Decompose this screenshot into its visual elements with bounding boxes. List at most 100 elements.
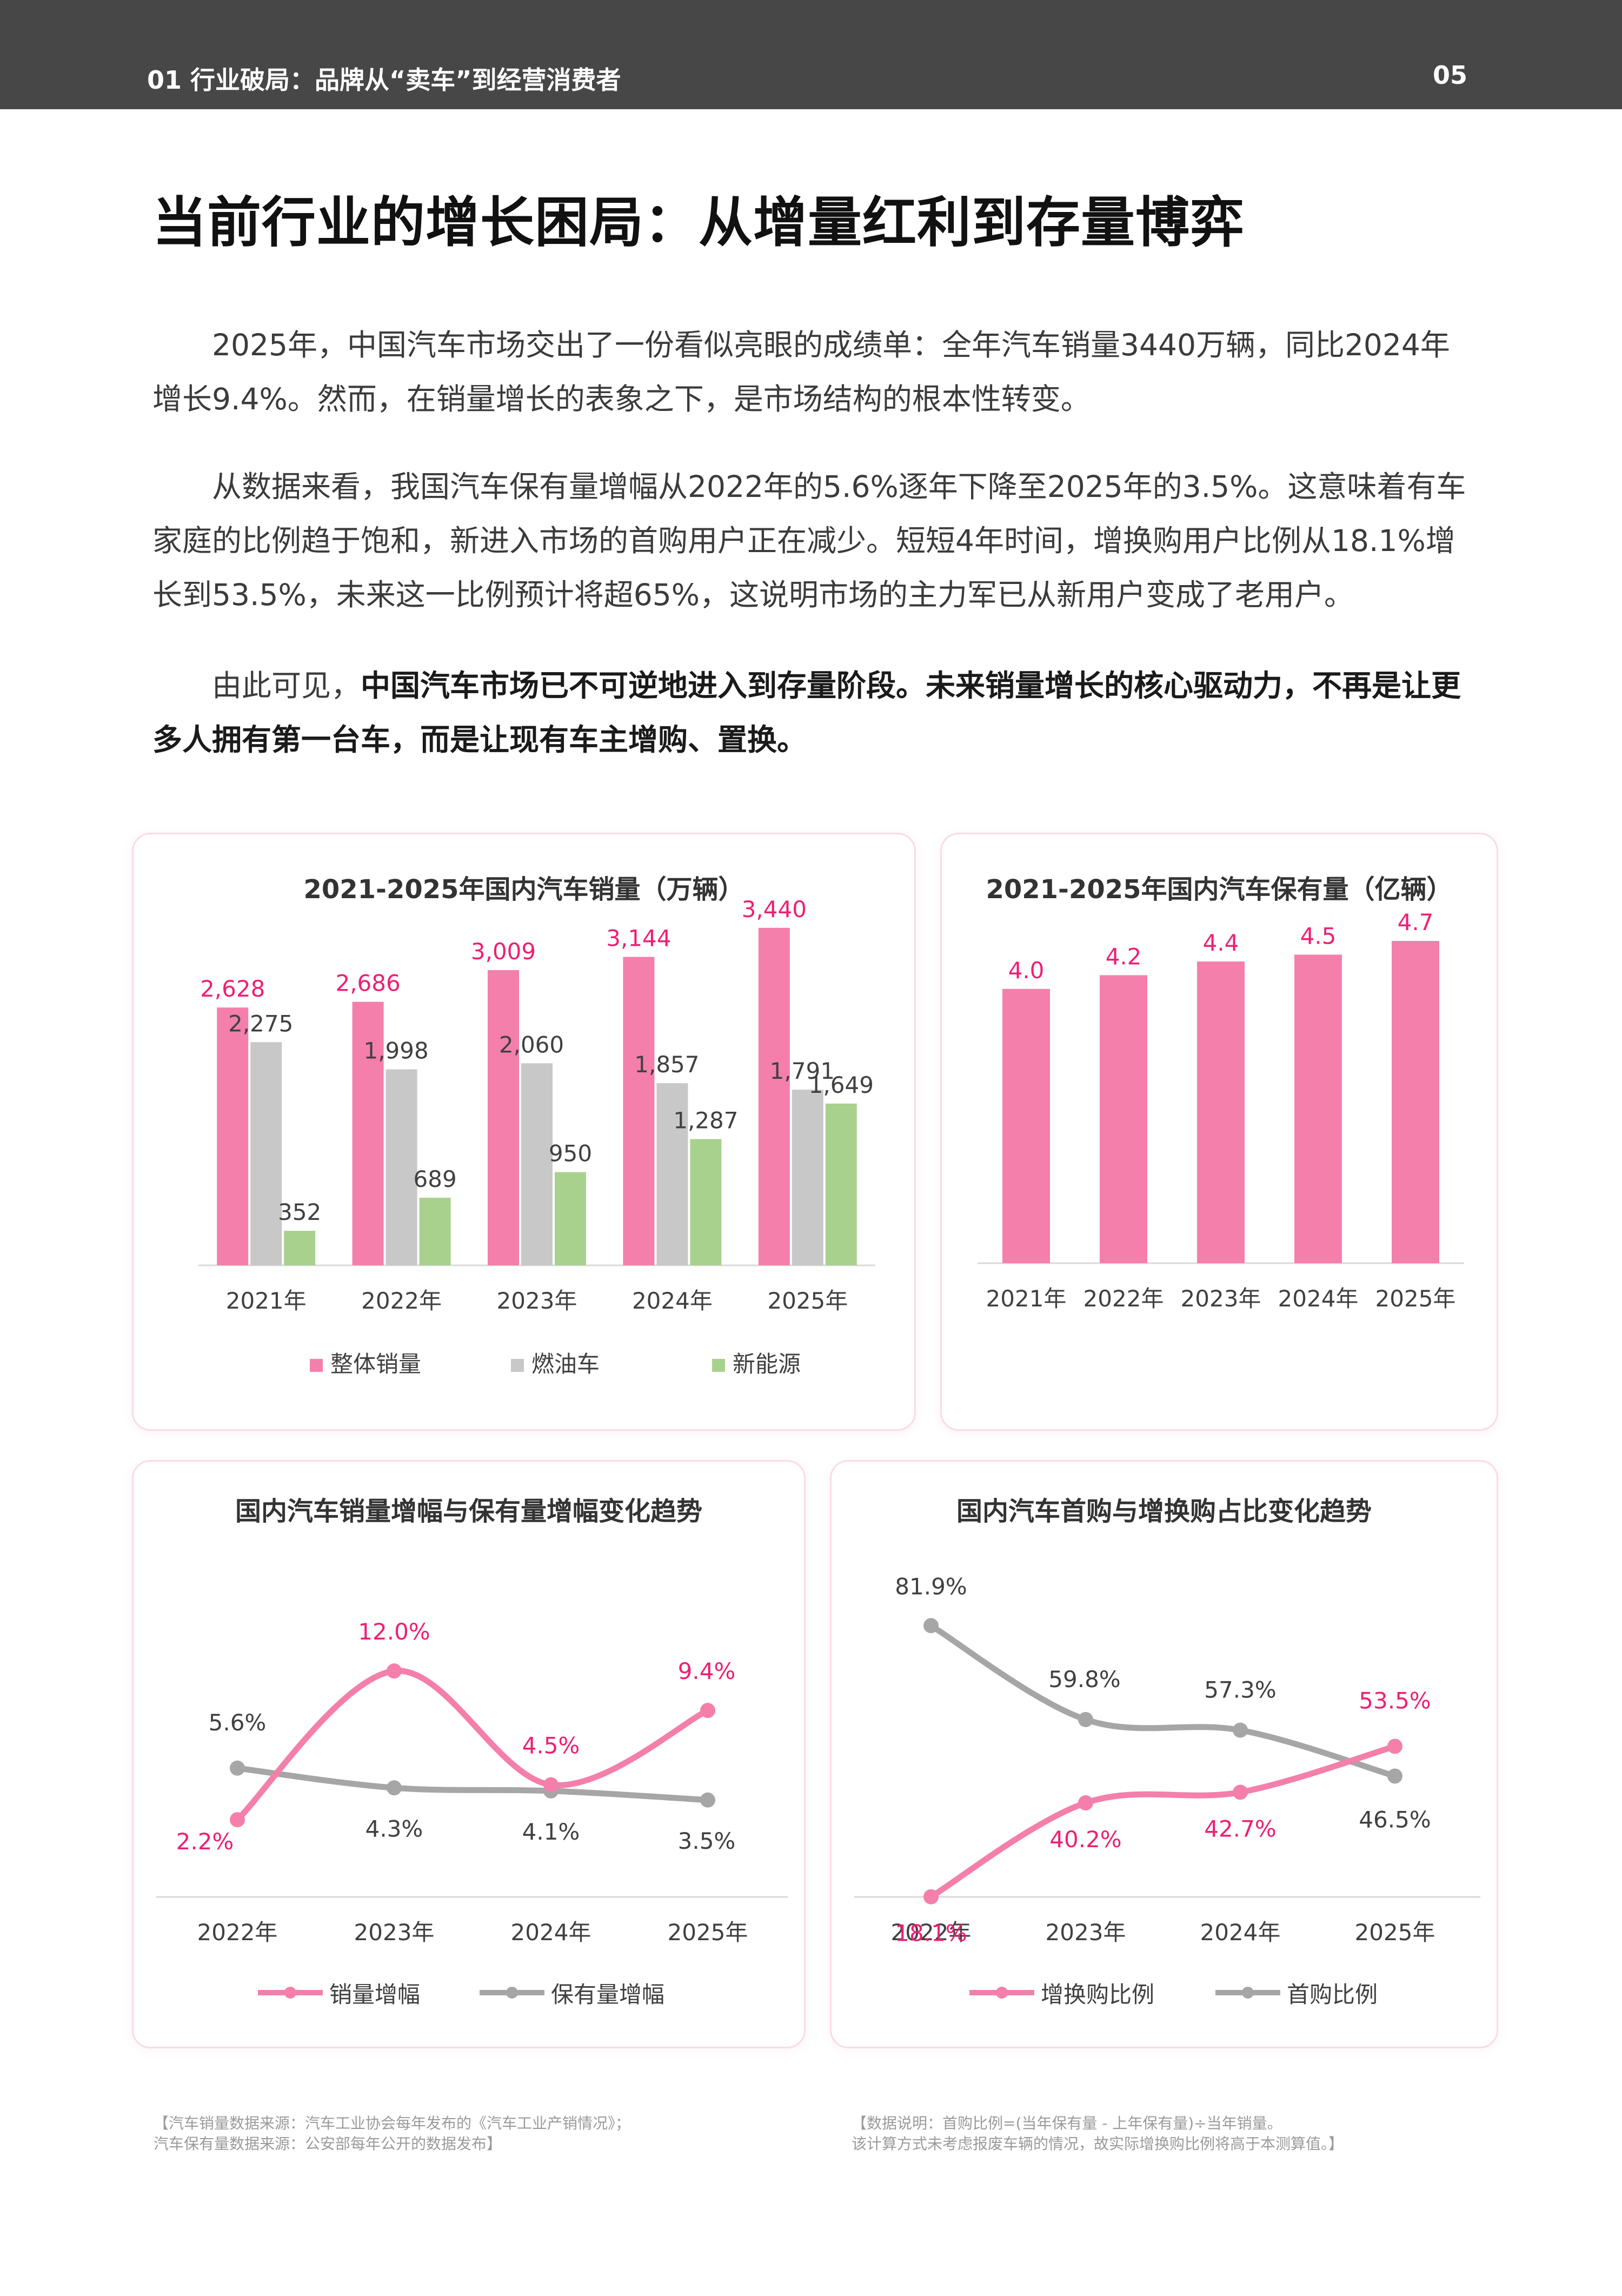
data-label: 950 [549, 1140, 592, 1167]
data-label: 4.7 [1398, 909, 1434, 935]
bar [1100, 975, 1147, 1263]
bar [623, 957, 655, 1265]
data-label: 4.5 [1300, 923, 1337, 949]
conclusion-prefix: 由此可见， [212, 668, 361, 703]
bar [352, 1001, 384, 1265]
bar [1002, 988, 1050, 1263]
data-label: 12.0% [358, 1618, 430, 1645]
data-label: 18.1% [895, 1920, 967, 1947]
legend-marker [284, 1987, 296, 1999]
bar [488, 970, 519, 1265]
legend-label: 燃油车 [531, 1351, 600, 1377]
bar [555, 1172, 586, 1265]
legend-marker [996, 1987, 1008, 1999]
data-label: 4.1% [522, 1819, 580, 1845]
x-tick-label: 2021年 [226, 1288, 307, 1314]
x-tick-label: 2022年 [891, 1919, 972, 1946]
data-point [1387, 1738, 1402, 1754]
data-label: 3,440 [742, 896, 807, 923]
conclusion-bold: 中国汽车市场已不可逆地进入到存量阶段。未来销量增长的核心驱动力，不再是让更多人拥… [152, 668, 1461, 757]
top-header-bar: 01 行业破局：品牌从“卖车”到经营消费者 05 [0, 0, 1622, 109]
x-tick-label: 2022年 [361, 1288, 442, 1314]
data-point [700, 1792, 715, 1808]
data-label: 352 [278, 1199, 321, 1225]
bar [656, 1083, 688, 1265]
x-tick-label: 2025年 [1375, 1285, 1456, 1312]
x-tick-label: 2024年 [511, 1919, 591, 1946]
legend-swatch [511, 1359, 524, 1372]
x-tick-label: 2022年 [1083, 1285, 1164, 1312]
legend-label: 新能源 [733, 1351, 801, 1377]
x-tick-label: 2025年 [668, 1919, 748, 1946]
growth-line-chart: 国内汽车销量增幅与保有量增幅变化趋势 2022年 2023年 2024年 2025年 5.… [156, 1496, 788, 2008]
data-label: 4.2 [1106, 943, 1142, 970]
data-label: 2,628 [200, 976, 265, 1002]
legend-marker [506, 1987, 518, 1999]
ownership-bar-chart-card: 2021-2025年国内汽车保有量（亿辆） 2021年 4.0 2022年 4.2 202… [940, 833, 1498, 1431]
data-label: 1,791 [770, 1058, 835, 1084]
data-label: 42.7% [1204, 1815, 1276, 1842]
x-tick-label: 2024年 [1278, 1285, 1359, 1312]
footnote-line: 汽车保有量数据来源：公安部每年公开的数据发布】 [154, 2135, 502, 2153]
data-label: 57.3% [1204, 1677, 1276, 1703]
data-label: 689 [414, 1166, 457, 1192]
bar [825, 1103, 857, 1265]
bar [419, 1197, 451, 1265]
legend-label: 首购比例 [1287, 1981, 1378, 2008]
data-point [230, 1760, 245, 1776]
data-point [1233, 1784, 1248, 1800]
data-label: 1,998 [363, 1038, 428, 1064]
x-tick-label: 2022年 [197, 1919, 278, 1946]
data-label: 1,649 [809, 1072, 874, 1098]
data-label: 2,060 [499, 1031, 564, 1058]
x-tick-label: 2023年 [1181, 1285, 1261, 1312]
series-line [234, 1765, 711, 1803]
chart-title: 国内汽车首购与增换购占比变化趋势 [956, 1496, 1372, 1527]
chart-title: 国内汽车销量增幅与保有量增幅变化趋势 [235, 1496, 702, 1527]
data-label: 5.6% [209, 1709, 267, 1736]
data-point [923, 1618, 939, 1634]
bar [250, 1042, 282, 1265]
data-point [923, 1889, 939, 1905]
bar [1392, 941, 1439, 1263]
bar [217, 1007, 249, 1265]
section-title: 01 行业破局：品牌从“卖车”到经营消费者 [147, 65, 621, 95]
data-label: 2,686 [335, 970, 400, 997]
data-label: 3,144 [606, 925, 671, 952]
x-tick-label: 2021年 [986, 1285, 1067, 1312]
bar [1294, 954, 1342, 1263]
purchase-ratio-line-chart-card: 国内汽车首购与增换购占比变化趋势 2022年 2023年 2024年 2025年 81.9… [830, 1460, 1498, 2048]
series-line [928, 1743, 1398, 1900]
data-label: 53.5% [1359, 1687, 1431, 1714]
bar [1197, 961, 1245, 1263]
data-label: 4.0 [1008, 957, 1045, 984]
data-label: 1,287 [673, 1107, 738, 1134]
data-label: 46.5% [1359, 1807, 1431, 1833]
data-point [230, 1812, 245, 1828]
data-point [1387, 1768, 1402, 1784]
data-point [1078, 1795, 1093, 1811]
footnote-line: 【汽车销量数据来源：汽车工业协会每年发布的《汽车工业产销情况》； [154, 2114, 631, 2132]
sales-bar-chart: 2021-2025年国内汽车销量（万辆） 2021年 2,628 2,275 352 20… [198, 874, 875, 1377]
bar [385, 1069, 417, 1265]
data-point [700, 1703, 715, 1718]
x-tick-label: 2025年 [1355, 1919, 1435, 1946]
bar [521, 1063, 553, 1265]
footnote-line: 该计算方式未考虑报废车辆的情况，故实际增换购比例将高于本测算值。】 [852, 2135, 1344, 2153]
bar [284, 1231, 316, 1265]
data-label: 40.2% [1049, 1826, 1121, 1853]
bar [690, 1139, 722, 1265]
legend-label: 增换购比例 [1041, 1981, 1154, 2008]
data-point [543, 1777, 559, 1793]
data-point [387, 1780, 402, 1796]
growth-line-chart-card: 国内汽车销量增幅与保有量增幅变化趋势 2022年 2023年 2024年 2025年 5.… [132, 1460, 806, 2048]
data-label: 59.8% [1048, 1666, 1120, 1693]
data-label: 3.5% [678, 1828, 736, 1854]
data-label: 4.3% [365, 1815, 423, 1842]
data-paragraph: 从数据来看，我国汽车保有量增幅从2022年的5.6%逐年下降至2025年的3.5… [152, 469, 1466, 612]
data-label: 9.4% [678, 1658, 736, 1684]
chart-title: 2021-2025年国内汽车保有量（亿辆） [986, 874, 1452, 905]
data-label: 2,275 [228, 1010, 293, 1037]
footnote-line: 【数据说明：首购比例=(当年保有量 - 上年保有量)÷当年销量。 [852, 2114, 1282, 2132]
legend-label: 整体销量 [330, 1351, 421, 1377]
